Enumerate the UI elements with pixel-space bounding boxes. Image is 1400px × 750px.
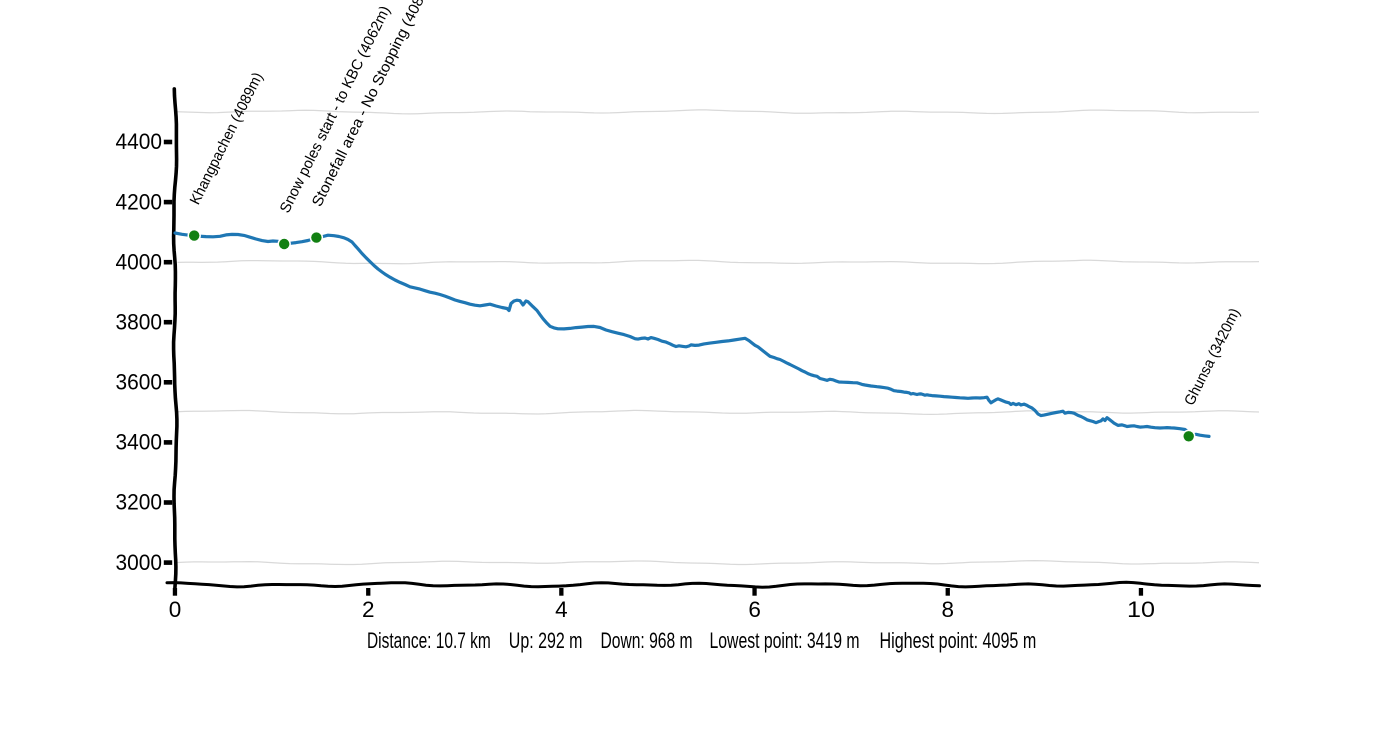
- svg-text:3800: 3800: [116, 309, 163, 334]
- svg-text:Up: 292 m: Up: 292 m: [509, 628, 583, 653]
- svg-text:8: 8: [942, 597, 955, 622]
- svg-text:2: 2: [362, 597, 375, 622]
- svg-text:6: 6: [748, 597, 761, 622]
- svg-text:Lowest point: 3419 m: Lowest point: 3419 m: [710, 628, 860, 653]
- svg-text:4000: 4000: [116, 249, 163, 274]
- svg-text:Down: 968 m: Down: 968 m: [601, 628, 693, 653]
- svg-text:3600: 3600: [116, 370, 163, 395]
- svg-text:Distance: 10.7 km: Distance: 10.7 km: [367, 628, 491, 653]
- svg-text:4400: 4400: [116, 129, 163, 154]
- svg-text:4200: 4200: [116, 189, 163, 214]
- svg-text:0: 0: [169, 597, 182, 622]
- svg-text:3000: 3000: [116, 550, 163, 575]
- svg-text:Highest point: 4095 m: Highest point: 4095 m: [880, 628, 1037, 653]
- svg-text:10: 10: [1127, 597, 1155, 622]
- svg-text:3200: 3200: [116, 490, 163, 515]
- svg-text:3400: 3400: [116, 430, 163, 455]
- svg-text:4: 4: [555, 597, 568, 622]
